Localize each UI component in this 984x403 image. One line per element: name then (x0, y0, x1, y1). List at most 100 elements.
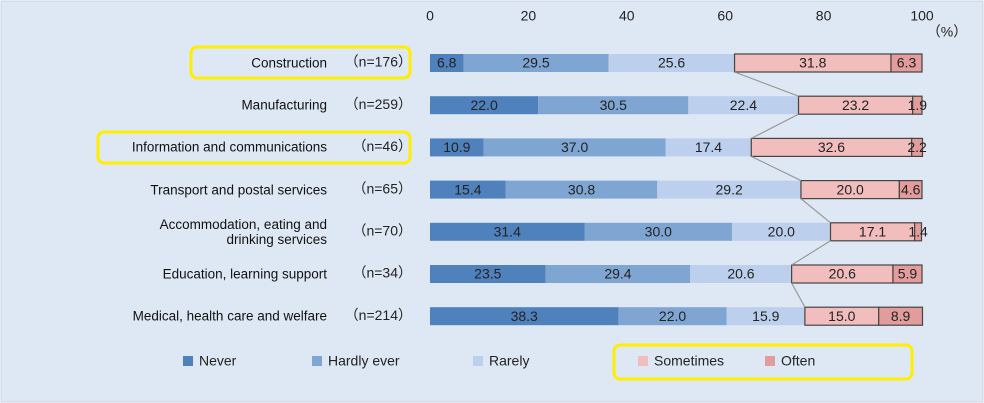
bar-segment (726, 307, 805, 326)
bar-segment (618, 307, 727, 326)
x-tick-label: 0 (426, 8, 434, 24)
category-label: Information and communications (131, 139, 327, 155)
value-label: 20.0 (768, 224, 795, 240)
x-tick-label: 60 (717, 8, 733, 24)
legend-label: Sometimes (654, 353, 724, 369)
connector-line (800, 198, 831, 224)
value-label: 22.4 (730, 97, 757, 113)
connector-line (791, 240, 831, 266)
value-label: 15.4 (454, 181, 481, 197)
sample-size-label: （n=70） (352, 223, 412, 239)
value-label: 29.2 (716, 181, 743, 197)
value-label: 30.8 (568, 181, 595, 197)
category-label: Construction (251, 55, 327, 71)
legend-swatch (312, 356, 322, 366)
x-tick-label: 40 (619, 8, 635, 24)
bar-segment (878, 306, 924, 326)
value-label: 17.1 (859, 224, 886, 240)
value-label: 38.3 (511, 308, 538, 324)
value-label: 29.4 (604, 266, 631, 282)
highlight-box (189, 45, 412, 80)
category-label: Manufacturing (241, 97, 327, 113)
legend-label: Often (781, 353, 815, 369)
bar-segment (430, 54, 464, 72)
bar-segment (898, 180, 923, 200)
category-label: Education, learning support (162, 266, 327, 282)
bar-segment (430, 180, 506, 199)
connector-line (734, 71, 799, 97)
x-unit-label: （%） (927, 24, 967, 40)
x-tick-label: 80 (816, 8, 832, 24)
category-label: Medical, health care and welfare (132, 308, 327, 324)
value-label: 1.9 (908, 97, 928, 113)
bar-segment (912, 95, 923, 115)
bar-segment (732, 222, 831, 241)
value-label: 23.2 (842, 97, 869, 113)
highlight-box (96, 130, 412, 165)
value-label: 20.6 (727, 266, 754, 282)
value-label: 30.5 (600, 97, 627, 113)
value-label: 5.9 (898, 266, 918, 282)
bar-segment (657, 180, 801, 199)
bar-segment (890, 53, 923, 73)
legend-label: Rarely (489, 353, 529, 369)
value-label: 15.9 (752, 308, 779, 324)
value-label: 15.0 (828, 308, 855, 324)
legend-swatch (638, 356, 648, 366)
legend-swatch (183, 356, 193, 366)
connector-line (751, 155, 802, 182)
value-label: 22.0 (470, 97, 497, 113)
bar-segment (538, 96, 689, 115)
value-label: 31.8 (799, 55, 826, 71)
bar-segment (505, 180, 658, 199)
value-label: 6.3 (897, 55, 917, 71)
legend-label: Never (199, 353, 237, 369)
value-label: 29.5 (522, 55, 549, 71)
value-label: 20.0 (837, 181, 864, 197)
value-label: 17.4 (695, 139, 722, 155)
value-label: 2.2 (907, 139, 927, 155)
bar-segment (688, 96, 799, 115)
sample-size-label: （n=214） (345, 307, 412, 323)
sample-size-label: （n=259） (345, 96, 412, 112)
legend-swatch (473, 356, 483, 366)
bar-segment (430, 265, 546, 283)
x-tick-label: 100 (910, 8, 934, 24)
bar-segment (914, 222, 923, 242)
value-label: 37.0 (561, 139, 588, 155)
bar-segment (545, 265, 691, 283)
bar-segment (430, 138, 484, 157)
bar-segment (892, 264, 923, 284)
value-label: 20.6 (829, 266, 856, 282)
value-label: 6.8 (437, 55, 457, 71)
bar-segment (911, 137, 924, 157)
bar-segment (608, 54, 735, 72)
category-label: Transport and postal services (150, 182, 327, 198)
sample-size-label: （n=46） (352, 138, 412, 154)
connector-line (751, 113, 799, 139)
value-label: 10.9 (443, 139, 470, 155)
category-label: Accommodation, eating and drinking servi… (159, 216, 327, 247)
bar-segment (584, 222, 733, 241)
bar-segment (430, 222, 585, 241)
highlight-box (612, 343, 914, 381)
value-label: 25.6 (658, 55, 685, 71)
sample-size-label: （n=176） (345, 54, 412, 70)
value-label: 30.0 (645, 224, 672, 240)
bar-segment (430, 307, 619, 326)
value-label: 32.6 (818, 139, 845, 155)
bar-segment (463, 54, 609, 72)
value-label: 1.4 (908, 224, 928, 240)
x-tick-label: 20 (521, 8, 537, 24)
value-label: 8.9 (891, 308, 911, 324)
legend-swatch (765, 356, 775, 366)
bar-segment (690, 265, 792, 283)
bar-segment (430, 96, 539, 115)
value-label: 31.4 (494, 224, 521, 240)
value-label: 22.0 (659, 308, 686, 324)
sample-size-label: （n=65） (352, 180, 412, 196)
value-label: 4.6 (901, 181, 921, 197)
connector-line (791, 282, 806, 308)
